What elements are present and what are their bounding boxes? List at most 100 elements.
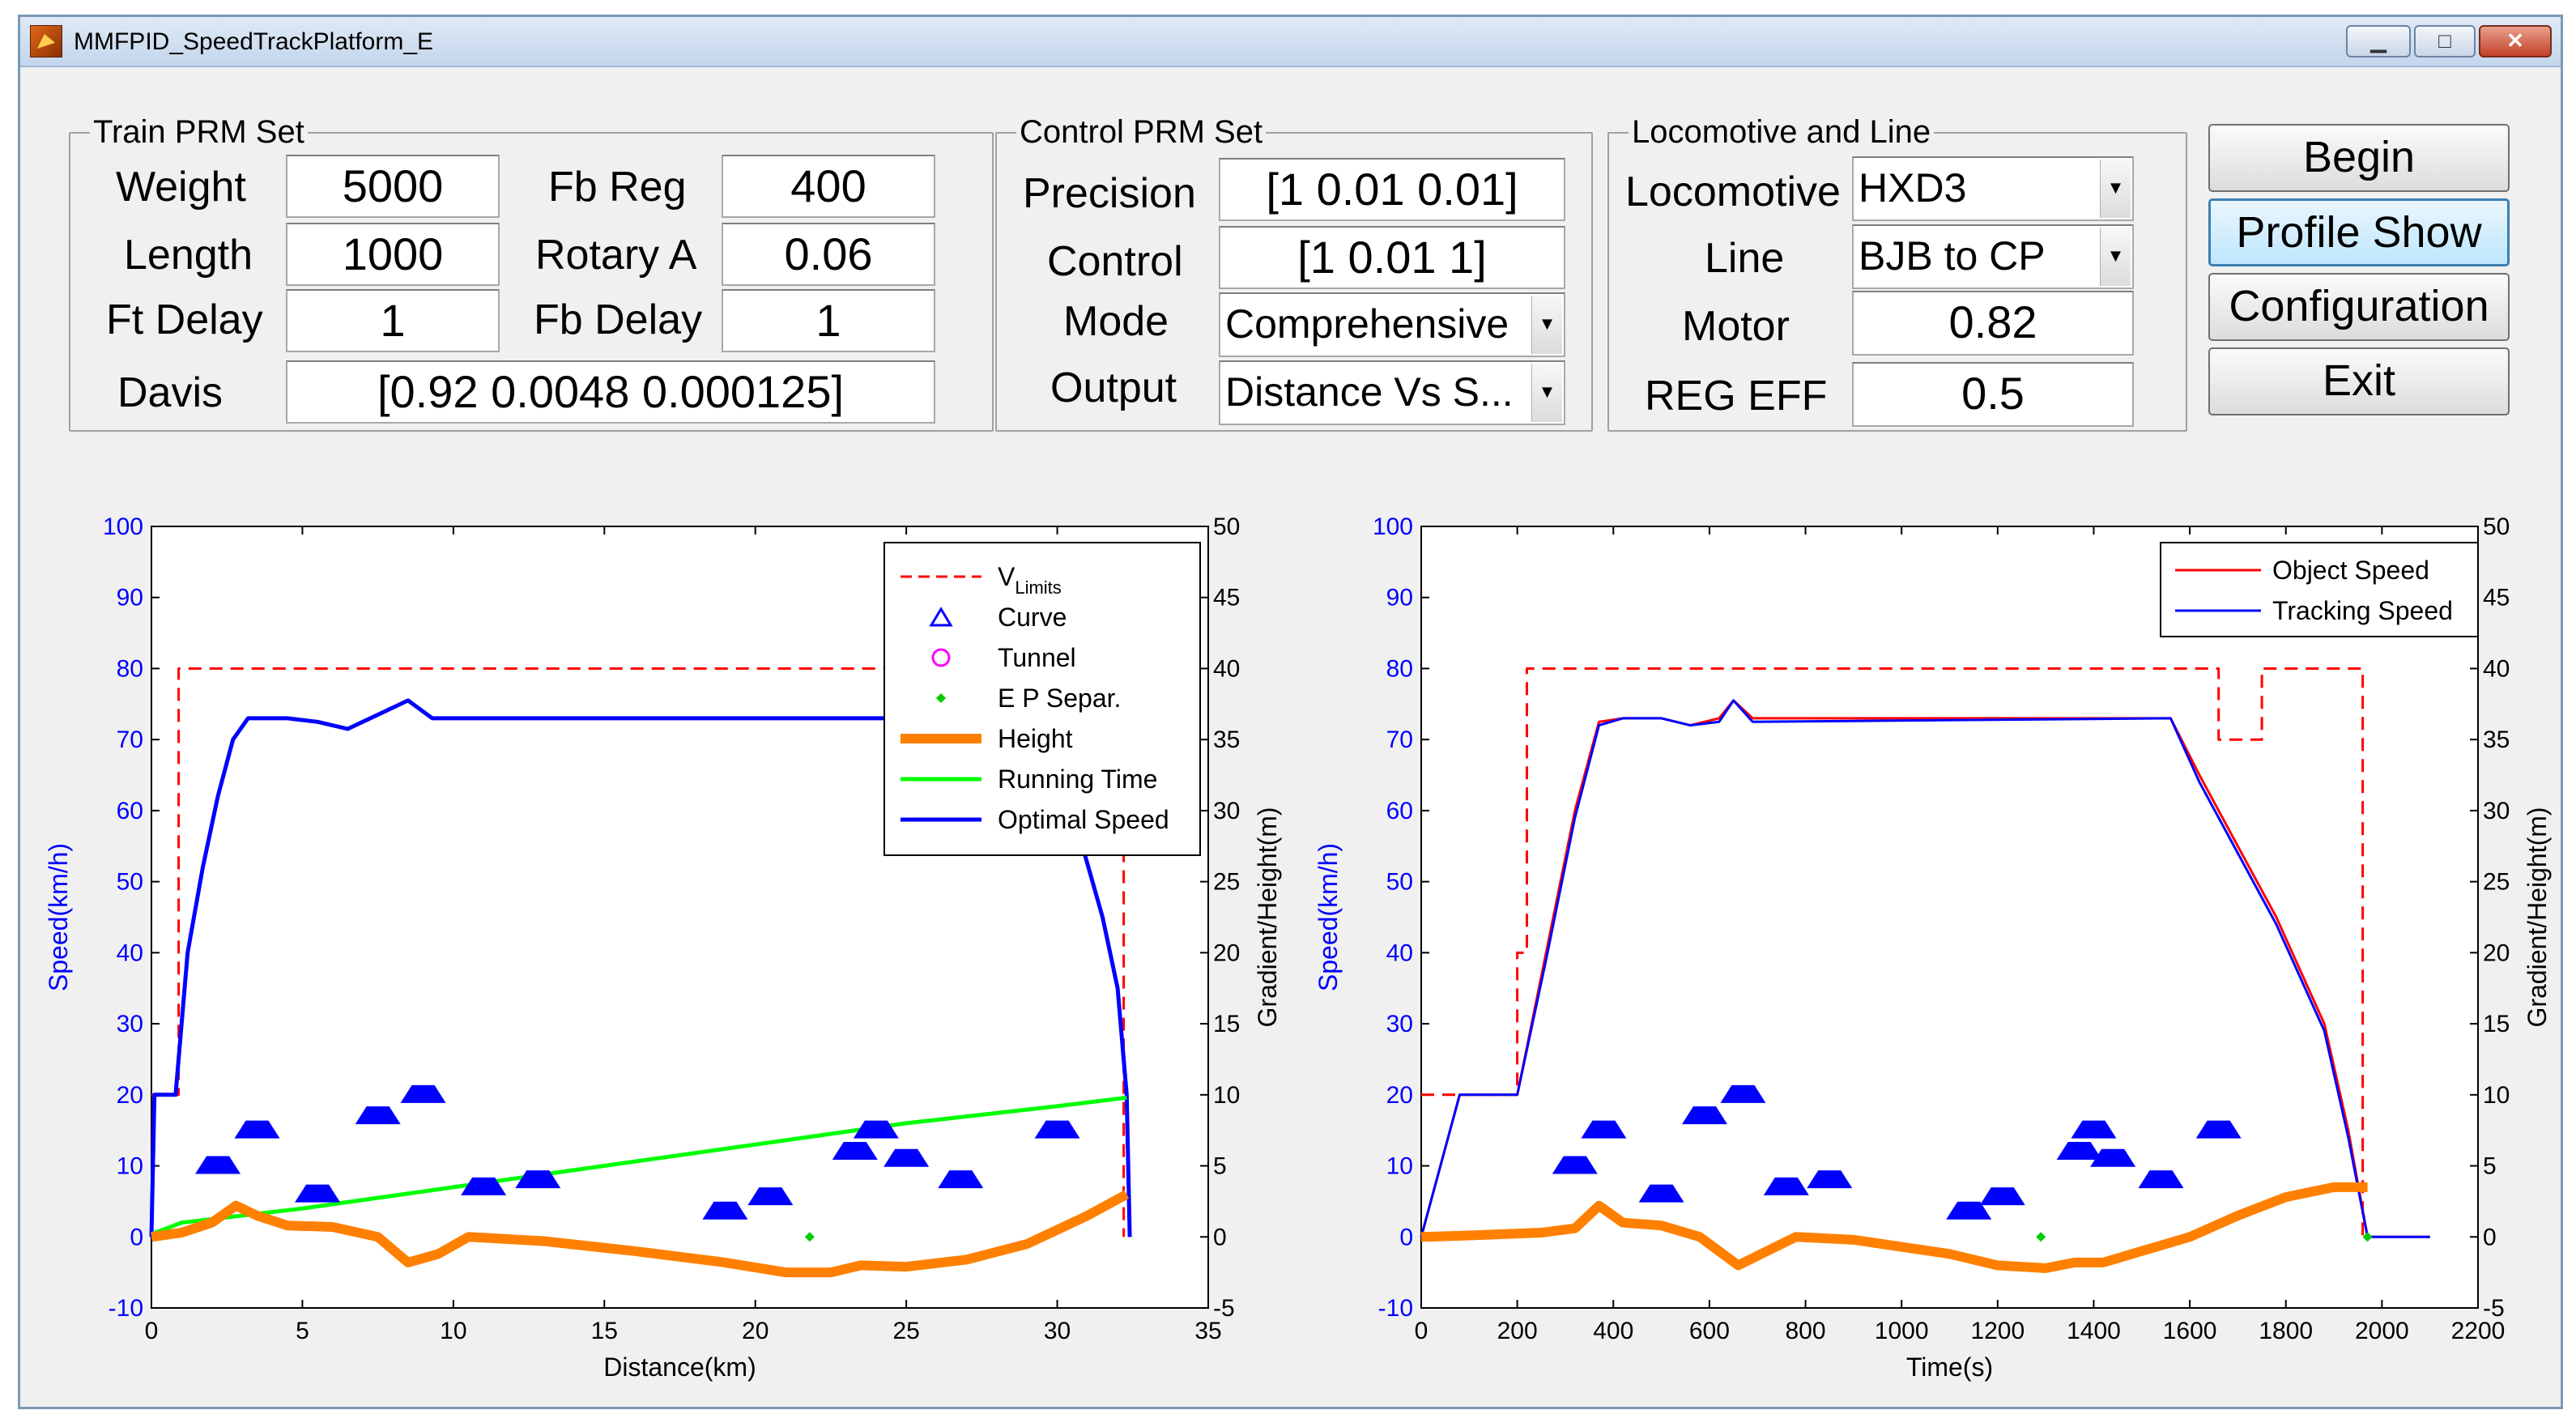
- y2-tick-label: 40: [2483, 655, 2510, 682]
- line-dropdown[interactable]: BJB to CP ▼: [1852, 224, 2134, 289]
- series-running-time: [151, 1095, 1127, 1237]
- control-prm-title: Control PRM Set: [1016, 114, 1267, 150]
- curve-marker: [295, 1184, 341, 1203]
- y2-axis-label: Gradient/Height(m): [2523, 807, 2552, 1027]
- series-object-speed: [1420, 699, 2430, 1238]
- main-window: MMFPID_SpeedTrackPlatform_E ▁ □ ✕ Train …: [18, 15, 2563, 1409]
- y-tick-label: 10: [1386, 1153, 1413, 1180]
- chevron-down-icon[interactable]: ▼: [2100, 160, 2131, 218]
- reg-eff-field[interactable]: 0.5: [1852, 362, 2134, 427]
- reg-eff-label: REG EFF: [1645, 373, 1828, 420]
- length-label: Length: [124, 232, 253, 279]
- ft-delay-field[interactable]: 1: [286, 289, 500, 352]
- locomotive-dropdown[interactable]: HXD3 ▼: [1852, 156, 2134, 221]
- control-label: Control: [1047, 238, 1183, 285]
- exit-button[interactable]: Exit: [2208, 347, 2510, 415]
- chevron-down-icon[interactable]: ▼: [1531, 364, 1562, 422]
- series-optimal-speed: [149, 698, 1132, 1237]
- x-tick-label: 1000: [1875, 1318, 1929, 1344]
- curve-marker: [1720, 1084, 1766, 1103]
- x-tick-label: 800: [1786, 1318, 1826, 1344]
- curve-marker: [2056, 1142, 2102, 1160]
- configuration-button[interactable]: Configuration: [2208, 273, 2510, 341]
- output-dropdown[interactable]: Distance Vs S... ▼: [1219, 360, 1565, 425]
- chart-1: 0 5 10 15 20 25 30 35-100102030405060708090100-…: [44, 513, 1282, 1382]
- precision-field[interactable]: [1 0.01 0.01]: [1219, 158, 1565, 221]
- motor-field[interactable]: 0.82: [1852, 291, 2134, 356]
- series-height: [1420, 1182, 2368, 1273]
- chevron-down-icon[interactable]: ▼: [1531, 296, 1562, 354]
- curve-marker: [461, 1177, 507, 1195]
- control-field[interactable]: [1 0.01 1]: [1219, 226, 1565, 289]
- y-tick-label: 50: [117, 869, 143, 896]
- curve-marker: [2071, 1120, 2117, 1139]
- y2-tick-label: 15: [1213, 1011, 1240, 1037]
- y-tick-label: 20: [1386, 1082, 1413, 1109]
- davis-field[interactable]: [0.92 0.0048 0.000125]: [286, 360, 935, 424]
- x-tick-label: 400: [1593, 1318, 1633, 1344]
- curve-marker: [515, 1170, 561, 1189]
- curve-marker: [355, 1106, 401, 1125]
- chart-2: 0 200 400 600 800 1000 1200 1400 1600 1800 2000 220…: [1314, 513, 2552, 1382]
- y-tick-label: 60: [117, 798, 143, 824]
- y-tick-label: 0: [130, 1224, 143, 1250]
- weight-label: Weight: [116, 164, 246, 211]
- chevron-down-icon[interactable]: ▼: [2100, 228, 2131, 286]
- minimize-button[interactable]: ▁: [2346, 25, 2411, 58]
- curve-marker: [702, 1201, 748, 1220]
- curve-marker: [1552, 1156, 1598, 1174]
- fb-delay-label: Fb Delay: [534, 296, 703, 343]
- window-title: MMFPID_SpeedTrackPlatform_E: [74, 28, 434, 55]
- x-tick-label: 200: [1497, 1318, 1538, 1344]
- x-tick-label: 10: [440, 1318, 466, 1344]
- length-field[interactable]: 1000: [286, 223, 500, 286]
- x-tick-label: 1200: [1970, 1318, 2025, 1344]
- curve-marker: [853, 1120, 899, 1139]
- y-tick-label: 30: [1386, 1011, 1413, 1037]
- fb-delay-field[interactable]: 1: [722, 289, 935, 352]
- mode-dropdown[interactable]: Comprehensive ▼: [1219, 292, 1565, 357]
- series-tracking-speed: [1420, 699, 2430, 1238]
- legend-label: Optimal Speed: [998, 805, 1169, 834]
- y2-tick-label: 40: [1213, 655, 1240, 682]
- y-tick-label: 90: [1386, 585, 1413, 611]
- curve-marker: [1034, 1120, 1080, 1139]
- x-tick-label: 30: [1044, 1318, 1071, 1344]
- curve-marker: [938, 1170, 984, 1189]
- curve-marker: [2195, 1120, 2242, 1139]
- output-label: Output: [1050, 364, 1177, 411]
- curve-marker: [1681, 1106, 1727, 1125]
- maximize-button[interactable]: □: [2414, 25, 2476, 58]
- x-tick-label: 20: [742, 1318, 769, 1344]
- x-axis-label: Time(s): [1906, 1352, 1993, 1382]
- y2-tick-label: 5: [1213, 1153, 1227, 1180]
- series-vlimits: [151, 667, 1126, 1237]
- ep-separ-marker: [2362, 1232, 2373, 1242]
- y-tick-label: 70: [1386, 726, 1413, 753]
- close-button[interactable]: ✕: [2479, 25, 2552, 58]
- weight-field[interactable]: 5000: [286, 155, 500, 218]
- rotary-a-field[interactable]: 0.06: [722, 223, 935, 286]
- mode-value: Comprehensive: [1225, 301, 1509, 347]
- fb-reg-field[interactable]: 400: [722, 155, 935, 218]
- legend-vlimits-sub: Limits: [1015, 577, 1061, 598]
- y2-tick-label: 10: [1213, 1082, 1240, 1109]
- locomotive-value: HXD3: [1859, 165, 1967, 211]
- curve-marker: [234, 1120, 280, 1139]
- y2-tick-label: 0: [1213, 1224, 1227, 1250]
- line-value: BJB to CP: [1859, 233, 2046, 279]
- title-bar: MMFPID_SpeedTrackPlatform_E ▁ □ ✕: [20, 17, 2561, 67]
- y-tick-label: 0: [1399, 1224, 1413, 1250]
- begin-button[interactable]: Begin: [2208, 124, 2510, 192]
- y-tick-label: 10: [117, 1153, 143, 1180]
- control-prm-panel: Control PRM Set Precision [1 0.01 0.01] …: [995, 114, 1593, 432]
- y2-tick-label: 45: [2483, 585, 2510, 611]
- y2-tick-label: -5: [1213, 1295, 1235, 1322]
- x-tick-label: 2200: [2451, 1318, 2506, 1344]
- fb-reg-label: Fb Reg: [548, 164, 687, 211]
- output-value: Distance Vs S...: [1225, 369, 1514, 415]
- curve-marker: [400, 1084, 446, 1103]
- curve-marker: [1638, 1184, 1684, 1203]
- profile-show-button[interactable]: Profile Show: [2208, 198, 2510, 266]
- legend-curve-swatch: [929, 607, 953, 627]
